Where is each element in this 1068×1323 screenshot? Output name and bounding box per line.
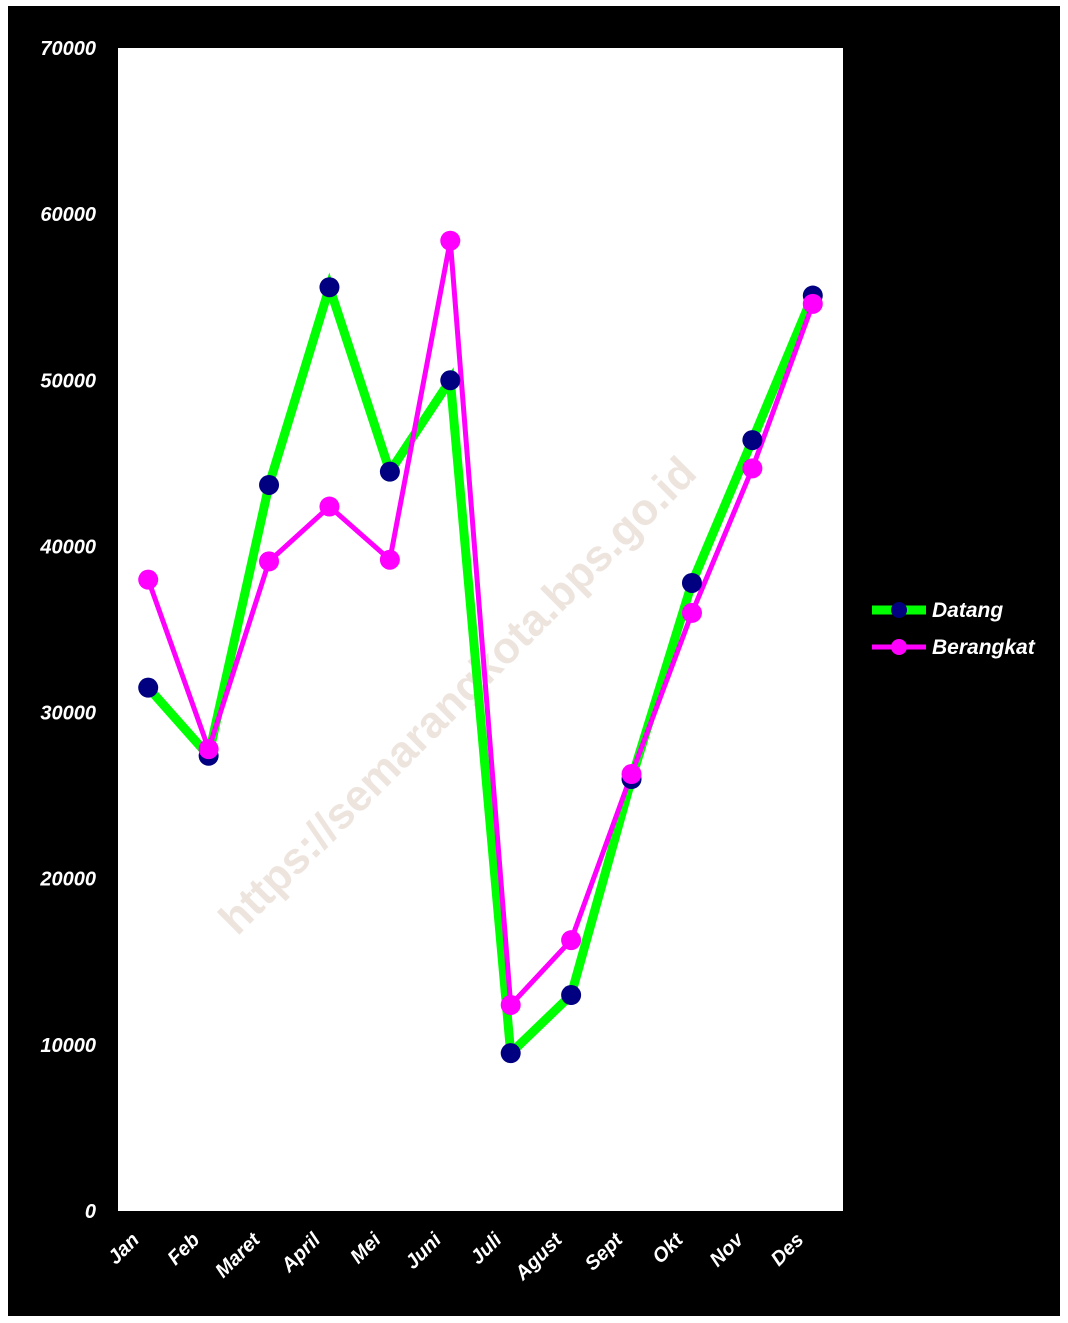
data-point-datang xyxy=(319,277,340,298)
x-tick-label: Maret xyxy=(211,1228,265,1282)
y-tick-label: 70000 xyxy=(40,38,96,60)
data-point-berangkat xyxy=(561,930,582,951)
y-axis: 0 10000 20000 30000 40000 50000 60000 70000 xyxy=(39,38,96,1223)
legend: Datang Berangkat xyxy=(872,599,1036,659)
x-tick-label: Sept xyxy=(581,1228,628,1275)
data-point-datang xyxy=(681,572,702,593)
data-point-berangkat xyxy=(198,739,219,760)
chart-frame: https://semarangkota.bps.go.id 0 10000 200… xyxy=(8,6,1060,1316)
y-tick-label: 60000 xyxy=(40,204,96,226)
data-point-berangkat xyxy=(379,549,400,570)
y-tick-label: 0 xyxy=(85,1201,96,1223)
y-tick-label: 20000 xyxy=(39,869,96,891)
data-point-berangkat xyxy=(742,458,763,479)
x-axis: Jan Feb Maret April Mei Juni Juli Agust Sept Okt N… xyxy=(104,1228,809,1286)
y-tick-label: 50000 xyxy=(40,370,96,392)
y-tick-label: 40000 xyxy=(39,536,96,558)
data-point-berangkat xyxy=(440,230,461,251)
data-point-datang xyxy=(561,985,582,1006)
series-line-datang xyxy=(144,272,817,1063)
x-tick-label: Nov xyxy=(706,1228,750,1272)
data-point-datang xyxy=(138,677,159,698)
x-tick-label: April xyxy=(277,1229,326,1278)
data-point-berangkat xyxy=(319,496,340,517)
x-tick-label: Mei xyxy=(346,1229,385,1268)
data-point-datang xyxy=(742,430,763,451)
data-point-berangkat xyxy=(681,602,702,623)
data-point-berangkat xyxy=(500,994,521,1015)
x-tick-label: Jan xyxy=(104,1229,144,1269)
legend-marker-datang xyxy=(891,602,907,618)
x-tick-label: Feb xyxy=(163,1229,204,1270)
legend-label-datang: Datang xyxy=(932,599,1003,622)
y-tick-label: 30000 xyxy=(40,703,96,725)
x-tick-label: Juni xyxy=(401,1229,446,1274)
y-tick-label: 10000 xyxy=(40,1035,96,1057)
data-point-berangkat xyxy=(138,569,159,590)
x-tick-label: Juli xyxy=(466,1229,506,1269)
data-point-berangkat xyxy=(802,293,823,314)
data-point-datang xyxy=(440,370,461,391)
data-point-datang xyxy=(379,461,400,482)
line-chart: https://semarangkota.bps.go.id 010000200… xyxy=(39,38,1036,1286)
data-point-berangkat xyxy=(259,551,280,572)
x-tick-label: Des xyxy=(767,1229,809,1271)
x-tick-label: Okt xyxy=(648,1228,688,1268)
data-point-berangkat xyxy=(621,764,642,785)
x-tick-label: Agust xyxy=(510,1228,567,1285)
legend-marker-berangkat xyxy=(891,639,907,655)
legend-label-berangkat: Berangkat xyxy=(932,636,1036,659)
series-layer xyxy=(138,230,823,1064)
series-line-berangkat xyxy=(145,240,816,1011)
data-point-datang xyxy=(500,1043,521,1064)
data-point-datang xyxy=(259,474,280,495)
